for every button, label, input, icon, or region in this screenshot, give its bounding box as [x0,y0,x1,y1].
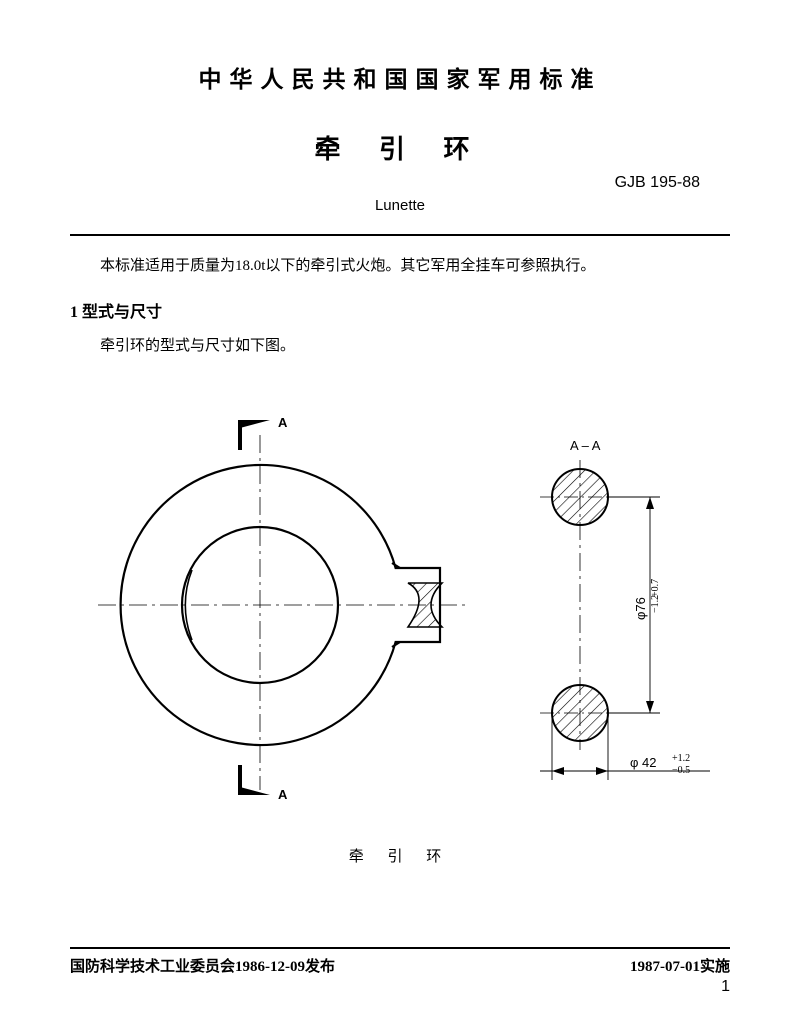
org-title: 中华人民共和国国家军用标准 [70,60,730,94]
lunette-diagram: A A A – A [70,385,730,825]
main-view [98,435,465,790]
section-view: A – A φ76 +0.7 −1.2 [540,438,710,780]
dim1-symbol: φ76 [633,597,648,620]
scope-paragraph: 本标准适用于质量为18.0t以下的牵引式火炮。其它军用全挂车可参照执行。 [70,254,730,278]
svg-text:φ76: φ76 [633,597,648,620]
dim2-lower: −0.5 [672,765,690,776]
section-label-a-top: A [278,415,288,430]
svg-text:−0.5: −0.5 [672,765,690,776]
main-title: 牵 引 环 [70,129,730,166]
section-1-text: 牵引环的型式与尺寸如下图。 [70,334,730,355]
issued-by-text: 国防科学技术工业委员会1986-12-09发布 [70,955,335,976]
svg-text:+0.7: +0.7 [650,579,661,597]
subtitle-english: Lunette [70,197,730,214]
effective-date-text: 1987-07-01实施 [630,955,730,976]
dim1-upper: +0.7 [650,579,661,597]
figure-caption: 牵 引 环 [70,845,730,866]
svg-text:+1.2: +1.2 [672,753,690,764]
section-1-heading: 1 型式与尺寸 [70,298,730,322]
standard-code: GJB 195-88 [70,174,730,192]
section-view-label: A – A [570,438,601,453]
svg-text:φ 42: φ 42 [630,755,657,770]
page-number: 1 [70,978,730,996]
title-rule [70,234,730,236]
dim1-lower: −1.2 [650,595,661,613]
footer-rule [70,947,730,949]
section-label-a-bottom: A [278,787,288,802]
dim2-symbol: φ 42 [630,755,657,770]
dimension-d76: φ76 +0.7 −1.2 [608,497,661,713]
page-footer: 国防科学技术工业委员会1986-12-09发布 1987-07-01实施 1 [70,947,730,996]
section-marker-top: A [240,415,288,450]
section-marker-bottom: A [240,765,288,802]
svg-text:−1.2: −1.2 [650,595,661,613]
dim2-upper: +1.2 [672,753,690,764]
